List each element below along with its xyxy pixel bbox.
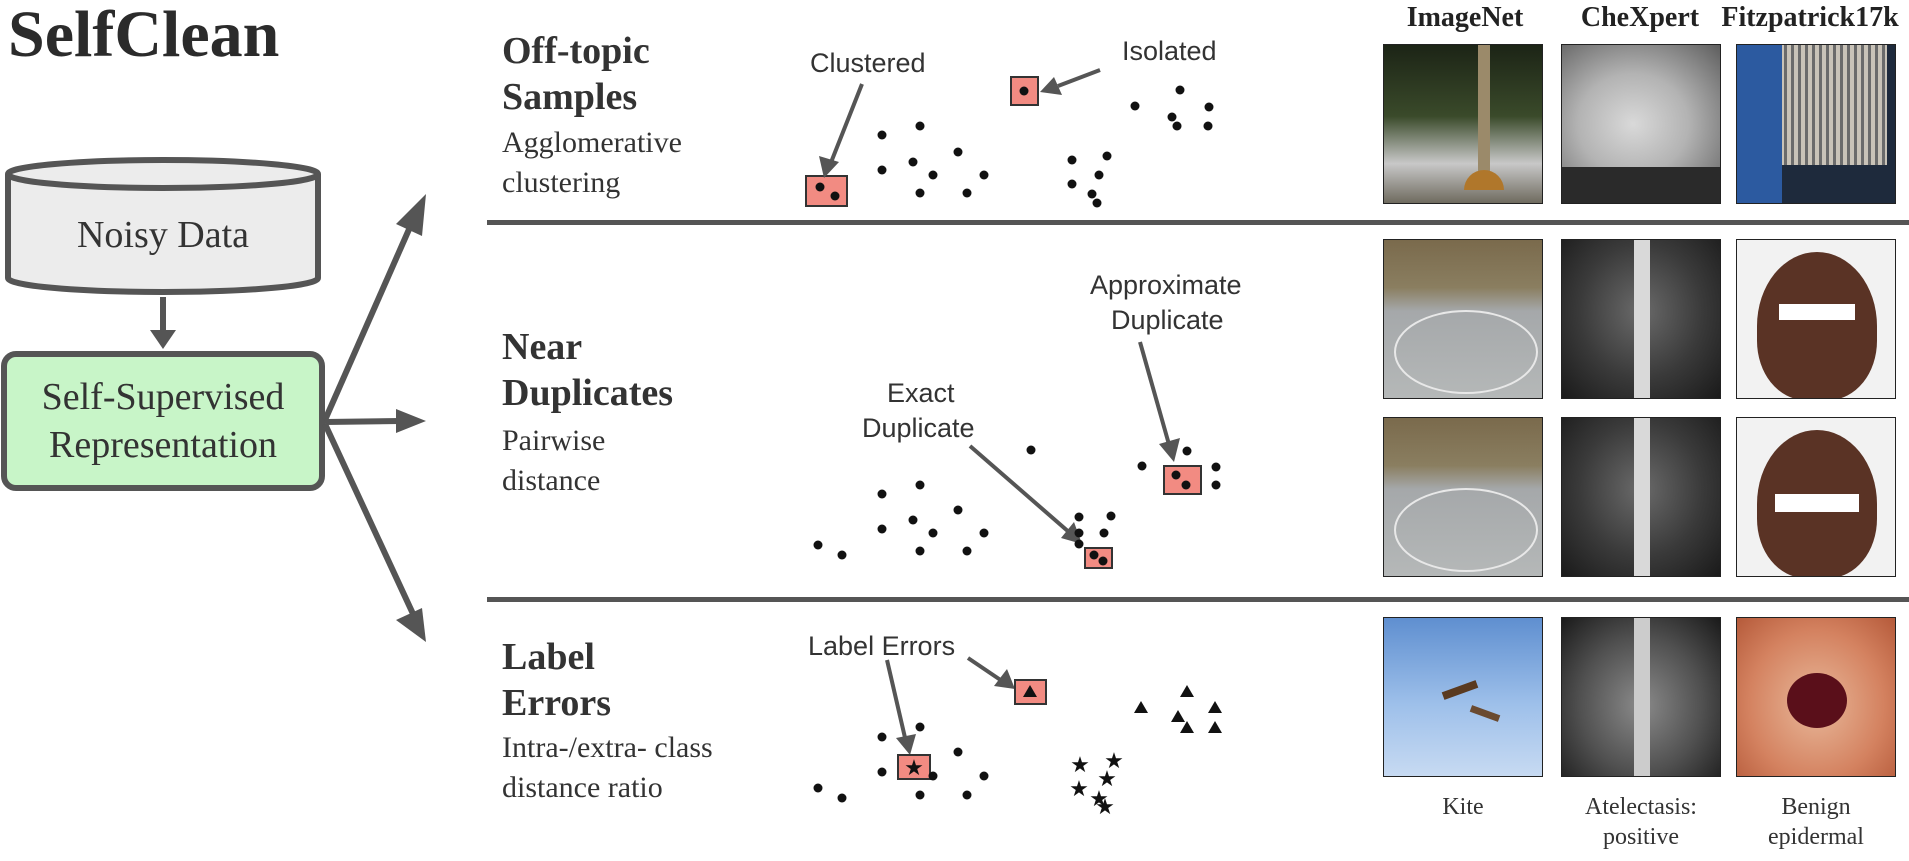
- svg-text:★: ★: [1070, 753, 1090, 778]
- noisy-data-cylinder: [5, 157, 321, 295]
- caption-kite-l1: Kite: [1442, 794, 1484, 820]
- thumbnail-imagenet-label: [1383, 617, 1543, 777]
- thumbnail-chexpert-dup1: [1561, 239, 1721, 399]
- annotation-label-errors: Label Errors: [808, 631, 955, 661]
- near-duplicates-scatter: Approximate Duplicate Exact Duplicate: [813, 270, 1242, 569]
- off-topic-scatter: Clustered Isolated: [805, 36, 1217, 208]
- column-header-chexpert: CheXpert: [1580, 2, 1700, 33]
- thumbnail-imagenet-dup2: [1383, 417, 1543, 577]
- branch-arrows: [322, 194, 426, 642]
- thumbnail-imagenet-offtopic: [1383, 44, 1543, 204]
- svg-text:★: ★: [904, 756, 924, 781]
- section-title-off-topic-l2: Samples: [502, 76, 638, 118]
- noisy-data-label: Noisy Data: [76, 214, 250, 256]
- page-title: SelfClean: [8, 0, 280, 71]
- section-divider: [487, 220, 1909, 225]
- section-title-label-err-l2: Errors: [502, 682, 612, 724]
- thumbnail-fitzpatrick-offtopic: [1736, 44, 1896, 204]
- annotation-approximate: Approximate: [1090, 270, 1242, 300]
- thumbnail-fitzpatrick-label: [1736, 617, 1896, 777]
- thumbnail-imagenet-dup1: [1383, 239, 1543, 399]
- svg-text:★: ★: [1089, 787, 1109, 812]
- column-header-fitzpatrick: Fitzpatrick17k: [1721, 2, 1899, 33]
- section-title-near-dup-l2: Duplicates: [502, 372, 673, 414]
- highlight-box: [805, 175, 848, 207]
- caption-benign-l1: Benign: [1781, 794, 1851, 820]
- thumbnail-chexpert-label: [1561, 617, 1721, 777]
- thumbnail-chexpert-dup2: [1561, 417, 1721, 577]
- scatter-illustrations: Clustered Isolated: [805, 36, 1242, 820]
- svg-text:★: ★: [1097, 767, 1117, 792]
- highlight-box: [1084, 547, 1113, 569]
- annotation-duplicate-1: Duplicate: [1111, 305, 1224, 335]
- section-desc-label-err-l2: distance ratio: [502, 771, 663, 804]
- representation-box: [1, 351, 325, 491]
- pipeline-diagram: [1, 157, 426, 642]
- section-title-near-dup-l1: Near: [502, 326, 583, 368]
- caption-benign-l2: epidermal: [1768, 824, 1864, 850]
- highlight-box: [897, 754, 931, 780]
- annotation-exact: Exact: [887, 378, 955, 408]
- section-desc-off-topic-l2: clustering: [502, 166, 621, 199]
- column-header-imagenet: ImageNet: [1406, 2, 1524, 33]
- svg-text:★: ★: [1104, 749, 1124, 774]
- svg-text:★: ★: [1095, 795, 1115, 820]
- label-errors-scatter: Label Errors ★ ★: [808, 631, 1222, 820]
- svg-text:★: ★: [1069, 777, 1089, 802]
- section-desc-near-dup-l1: Pairwise: [502, 424, 606, 457]
- repr-label-line1: Self-Supervised: [41, 376, 285, 418]
- annotation-clustered: Clustered: [810, 48, 926, 78]
- thumbnail-chexpert-offtopic: [1561, 44, 1721, 204]
- thumbnail-fitzpatrick-dup1: [1736, 239, 1896, 399]
- highlight-box: [1163, 465, 1202, 495]
- section-title-label-err-l1: Label: [502, 636, 595, 678]
- annotation-duplicate-2: Duplicate: [862, 413, 975, 443]
- repr-label-line2: Representation: [49, 424, 277, 466]
- section-desc-label-err-l1: Intra-/extra- class: [502, 731, 713, 764]
- section-desc-off-topic-l1: Agglomerative: [502, 126, 682, 159]
- thumbnail-fitzpatrick-dup2: [1736, 417, 1896, 577]
- section-divider: [487, 597, 1909, 602]
- section-title-off-topic-l1: Off-topic: [502, 30, 650, 72]
- caption-atelectasis-l1: Atelectasis:: [1585, 794, 1697, 820]
- annotation-isolated: Isolated: [1122, 36, 1217, 66]
- section-desc-near-dup-l2: distance: [502, 464, 601, 497]
- caption-atelectasis-l2: positive: [1603, 824, 1679, 850]
